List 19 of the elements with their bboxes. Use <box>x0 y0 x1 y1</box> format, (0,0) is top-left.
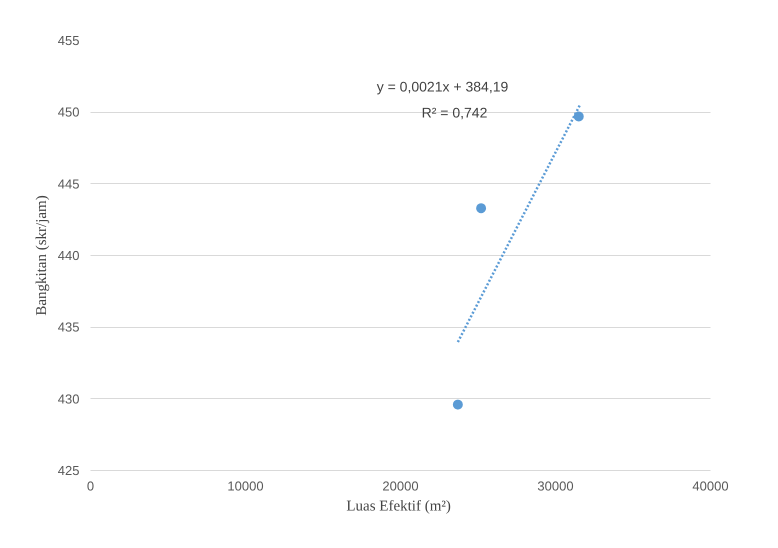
x-tick-label: 0 <box>86 478 94 494</box>
y-tick-label: 455 <box>58 33 80 48</box>
y-tick-label: 445 <box>58 176 80 192</box>
x-tick-label: 40000 <box>692 478 729 494</box>
point <box>476 203 486 214</box>
y-tick-label: 440 <box>58 248 80 263</box>
point <box>574 111 584 122</box>
y-axis-title: Bangkitan (skr/jam) <box>34 195 50 316</box>
y-tick-label: 435 <box>58 320 80 335</box>
y-tick-label: 450 <box>58 104 80 120</box>
y-tick-label: 430 <box>58 391 80 406</box>
annotation: y = 0,0021x + 384,19 <box>376 78 508 94</box>
point <box>452 400 463 410</box>
x-tick-label: 20000 <box>382 478 419 494</box>
annotation: R² = 0,742 <box>422 104 488 120</box>
x-tick-label: 10000 <box>227 478 264 494</box>
x-tick-label: 30000 <box>537 478 574 494</box>
y-tick-label: 425 <box>58 463 80 478</box>
x-axis-title: Luas Efektif (m²) <box>346 498 451 514</box>
